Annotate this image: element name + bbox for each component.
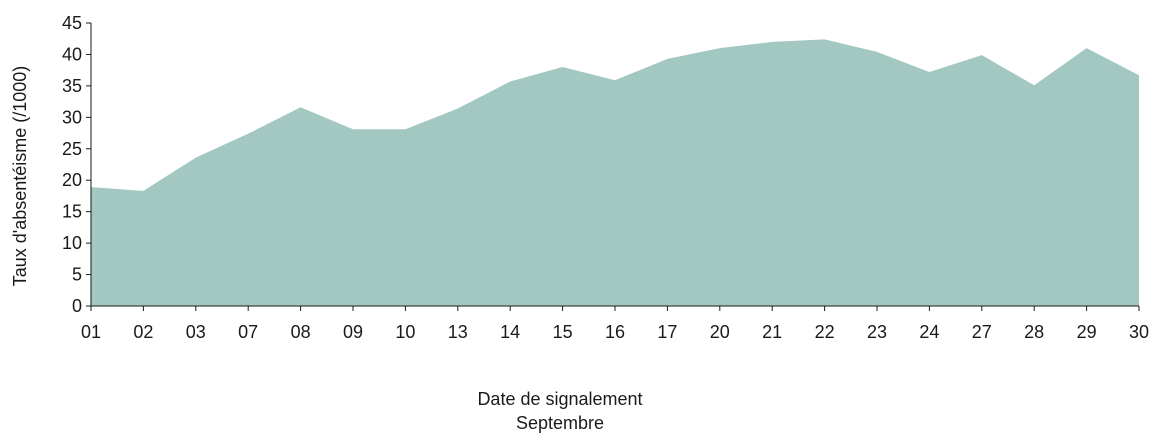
- y-tick-label: 45: [62, 13, 82, 33]
- y-tick-label: 0: [72, 296, 82, 316]
- x-tick-label: 13: [448, 322, 468, 342]
- y-tick-label: 40: [62, 44, 82, 64]
- x-tick-label: 03: [186, 322, 206, 342]
- x-tick-label: 20: [710, 322, 730, 342]
- area-series: [91, 39, 1139, 306]
- x-tick-label: 15: [553, 322, 573, 342]
- y-axis: 0 5 10 15 20 25 30 35 40 45: [62, 13, 92, 316]
- x-tick-label: 09: [343, 322, 363, 342]
- y-tick-label: 5: [72, 265, 82, 285]
- y-tick-label: 35: [62, 76, 82, 96]
- y-tick-label: 10: [62, 233, 82, 253]
- y-tick-label: 20: [62, 170, 82, 190]
- x-axis-subtitle: Septembre: [516, 413, 604, 433]
- x-tick-label: 14: [500, 322, 520, 342]
- x-tick-label: 21: [762, 322, 782, 342]
- x-tick-label: 29: [1077, 322, 1097, 342]
- y-tick-label: 15: [62, 202, 82, 222]
- x-tick-label: 27: [972, 322, 992, 342]
- x-tick-label: 10: [395, 322, 415, 342]
- x-tick-label: 01: [81, 322, 101, 342]
- x-tick-label: 24: [919, 322, 939, 342]
- x-tick-label: 22: [815, 322, 835, 342]
- x-tick-label: 02: [133, 322, 153, 342]
- x-tick-label: 16: [605, 322, 625, 342]
- x-tick-label: 30: [1129, 322, 1149, 342]
- y-tick-label: 25: [62, 139, 82, 159]
- x-axis: 01 02 03 07 08 09 10 13 14 15 16 17 20 21 22 23 24 27 28 29…: [81, 305, 1149, 342]
- x-tick-label: 28: [1024, 322, 1044, 342]
- x-tick-label: 17: [657, 322, 677, 342]
- y-tick-label: 30: [62, 107, 82, 127]
- x-tick-label: 23: [867, 322, 887, 342]
- plot-area: [91, 39, 1139, 306]
- x-tick-label: 08: [291, 322, 311, 342]
- x-axis-title: Date de signalement: [477, 389, 642, 409]
- x-tick-label: 07: [238, 322, 258, 342]
- y-axis-title: Taux d'absentéisme (/1000): [10, 66, 30, 287]
